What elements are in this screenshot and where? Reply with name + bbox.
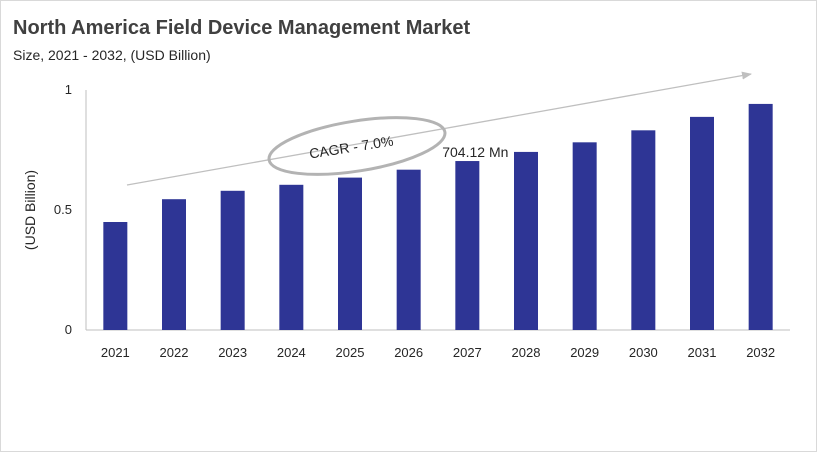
bar-2030 (631, 130, 656, 330)
x-tick-label: 2030 (629, 345, 658, 360)
x-tick-label: 2023 (218, 345, 247, 360)
chart-title: North America Field Device Management Ma… (13, 17, 471, 39)
bar-2021 (103, 222, 128, 330)
bar-2029 (572, 142, 597, 330)
bar-2025 (338, 177, 362, 330)
x-tick-label: 2022 (160, 345, 189, 360)
bar-2022 (162, 199, 186, 330)
x-tick-label: 2027 (453, 345, 482, 360)
chart-subtitle: Size, 2021 - 2032, (USD Billion) (13, 47, 211, 63)
x-tick-label: 2028 (512, 345, 541, 360)
x-tick-label: 2032 (746, 345, 775, 360)
y-tick-label: 0.5 (54, 202, 72, 217)
trend-arrow (126, 71, 752, 186)
bar-2023 (220, 190, 245, 330)
bar-2032 (748, 103, 773, 330)
x-tick-label: 2025 (336, 345, 365, 360)
bar-2031 (690, 116, 714, 330)
cagr-ellipse (267, 116, 447, 176)
value-label-2027: 704.12 Mn (442, 144, 508, 160)
y-axis-label: (USD Billion) (22, 170, 38, 250)
bar-2028 (514, 151, 538, 330)
cagr-label: CAGR - 7.0% (308, 133, 394, 162)
y-tick-label: 1 (65, 82, 72, 97)
bar-2026 (396, 169, 421, 330)
bar-2027 (455, 161, 480, 330)
x-tick-label: 2031 (688, 345, 717, 360)
x-tick-label: 2024 (277, 345, 306, 360)
bar-2024 (279, 184, 304, 330)
x-tick-label: 2029 (570, 345, 599, 360)
x-tick-label: 2026 (394, 345, 423, 360)
x-tick-label: 2021 (101, 345, 130, 360)
y-tick-label: 0 (65, 322, 72, 337)
